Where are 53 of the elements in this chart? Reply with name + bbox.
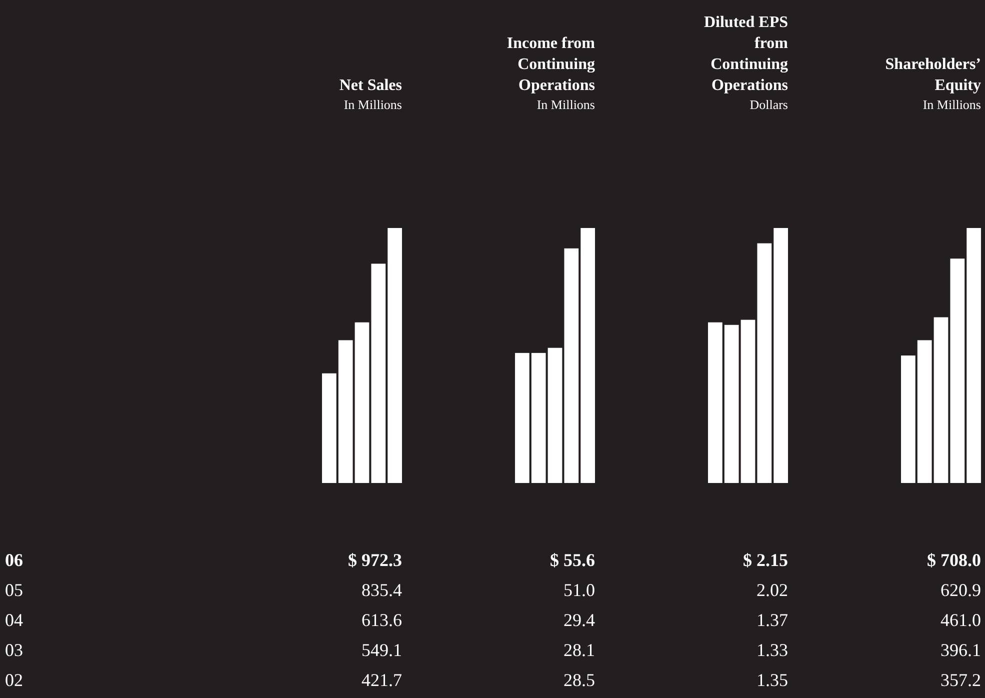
text: 357.2 xyxy=(940,670,981,690)
chart-subtitle: In Millions xyxy=(922,97,981,112)
chart-title: Net Sales xyxy=(339,77,402,94)
chart-subtitle: In Millions xyxy=(536,97,595,112)
bar xyxy=(548,348,562,483)
text: 396.1 xyxy=(940,640,981,660)
text: 28.1 xyxy=(564,640,595,660)
bar xyxy=(774,228,788,483)
text: 02 xyxy=(5,670,23,690)
text: 29.4 xyxy=(564,610,595,630)
bar xyxy=(740,320,756,483)
bar xyxy=(564,248,579,483)
text: 06 xyxy=(5,550,23,570)
chart-subtitle: In Millions xyxy=(344,97,402,112)
text: 28.5 xyxy=(564,670,595,690)
bar xyxy=(338,340,353,483)
text: $ 972.3 xyxy=(348,550,402,570)
text: 549.1 xyxy=(362,640,402,660)
text: 04 xyxy=(5,610,23,630)
bar xyxy=(388,228,402,483)
bar xyxy=(531,352,546,483)
text: 421.7 xyxy=(362,670,402,690)
bar xyxy=(371,264,386,483)
text: 2.02 xyxy=(756,580,788,600)
text: 461.0 xyxy=(940,610,981,630)
text: $ 2.15 xyxy=(743,550,788,570)
text: 1.35 xyxy=(756,670,788,690)
bar xyxy=(515,352,530,483)
text: 835.4 xyxy=(362,580,402,600)
bar xyxy=(354,322,370,483)
bar xyxy=(580,228,595,483)
bar xyxy=(917,340,932,483)
text: 05 xyxy=(5,580,23,600)
bar xyxy=(934,317,948,483)
text: 1.37 xyxy=(756,610,788,630)
bar xyxy=(724,324,739,483)
bar xyxy=(950,258,965,483)
bar xyxy=(708,322,722,483)
text: 1.33 xyxy=(756,640,788,660)
text: $ 55.6 xyxy=(550,550,595,570)
chart-title: Income from Continuing Operations xyxy=(506,35,596,94)
chart-title: Shareholders’ Equity xyxy=(885,56,981,94)
bar xyxy=(901,356,916,483)
text: 03 xyxy=(5,640,23,660)
bar xyxy=(322,373,336,483)
text: $ 708.0 xyxy=(927,550,981,570)
text: 620.9 xyxy=(940,580,981,600)
text: 51.0 xyxy=(564,580,595,600)
chart-subtitle: Dollars xyxy=(750,97,788,112)
text: 613.6 xyxy=(362,610,402,630)
bar xyxy=(757,243,772,483)
bar xyxy=(966,228,981,483)
chart-title: Diluted EPS from Continuing Operations xyxy=(704,14,789,94)
